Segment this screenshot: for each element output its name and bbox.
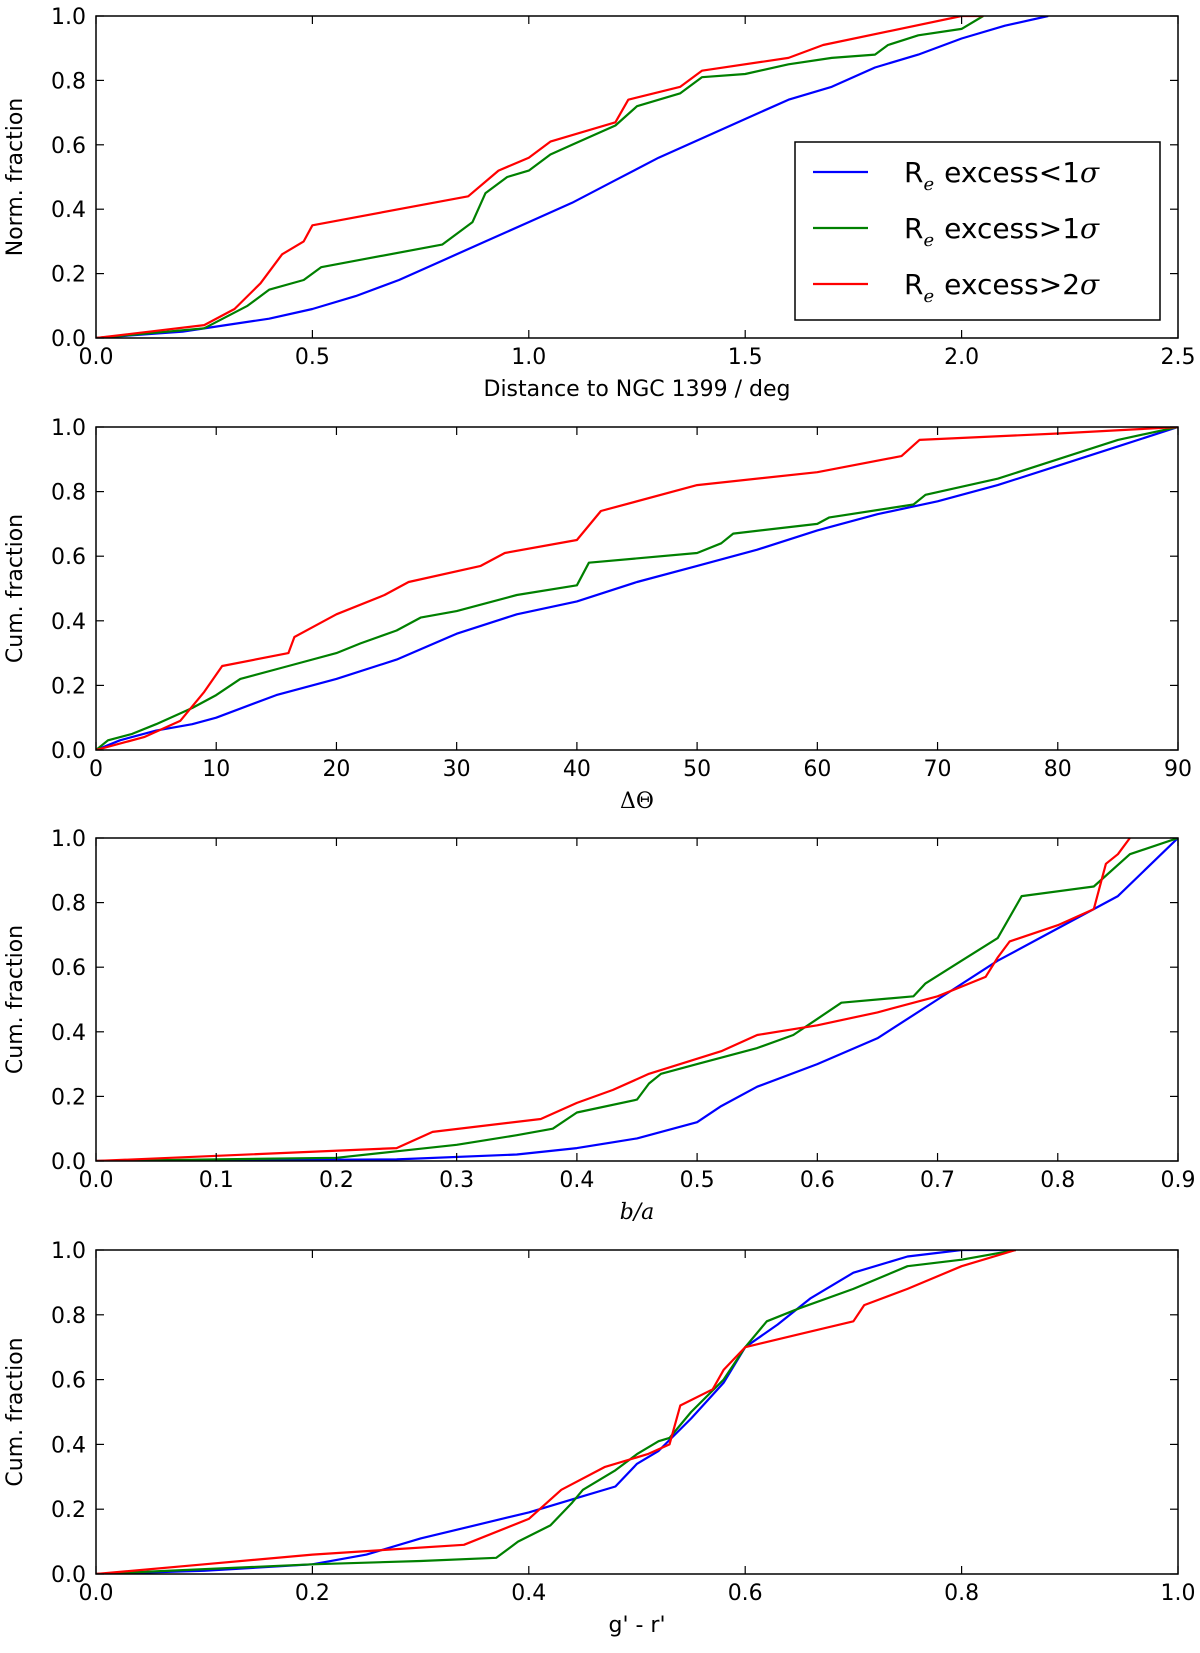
y-tick-label: 0.2 — [51, 263, 86, 288]
x-axis-label: b/a — [620, 1200, 655, 1225]
x-tick-label: 0.6 — [728, 1581, 763, 1606]
series-line-red — [96, 427, 1178, 750]
plot-frame — [95, 15, 1179, 339]
x-tick-label: 40 — [563, 757, 591, 782]
x-tick-label: 0.7 — [920, 1168, 955, 1193]
y-tick-label: 0.0 — [51, 327, 86, 352]
plot-frame — [95, 1249, 1179, 1575]
y-tick-label: 0.8 — [51, 1304, 86, 1329]
y-tick-label: 0.4 — [51, 610, 86, 635]
x-tick-label: 20 — [322, 757, 350, 782]
y-tick-label: 1.0 — [51, 5, 86, 30]
y-tick-label: 0.4 — [51, 198, 86, 223]
series-line-green — [96, 427, 1178, 750]
y-tick-label: 1.0 — [51, 1239, 86, 1264]
x-tick-label: 0.2 — [295, 1581, 330, 1606]
x-axis-label: g' - r' — [608, 1613, 665, 1638]
x-tick-label: 2.0 — [944, 345, 979, 370]
chart-panel-4: 0.0 0.2 0.4 0.6 0.8 1.0 0.0 0.2 0.4 0.6 0.8 1.0 g' -… — [3, 1239, 1196, 1638]
x-axis-label: ΔΘ — [620, 789, 654, 814]
chart-panel-3: 0.0 0.1 0.2 0.3 0.4 0.5 0.6 0.7 0.8 0.9 0.0 0.2 0.4 0… — [3, 827, 1196, 1225]
x-tick-label: 0.6 — [800, 1168, 835, 1193]
plot-frame — [95, 426, 1179, 751]
x-tick-label: 0.5 — [295, 345, 330, 370]
legend-entry-label: Re excess<1σ — [904, 156, 1100, 195]
x-tick-label: 0.1 — [199, 1168, 234, 1193]
x-tick-label: 0 — [89, 757, 103, 782]
y-tick-label: 0.6 — [51, 545, 86, 570]
y-tick-label: 1.0 — [51, 416, 86, 441]
y-axis-label: Norm. fraction — [3, 98, 28, 257]
y-tick-label: 0.8 — [51, 481, 86, 506]
x-tick-label: 0.5 — [680, 1168, 715, 1193]
x-tick-label: 60 — [803, 757, 831, 782]
x-tick-label: 1.0 — [511, 345, 546, 370]
x-tick-label: 1.5 — [728, 345, 763, 370]
series-line-red — [96, 16, 984, 338]
x-tick-label: 2.5 — [1161, 345, 1196, 370]
x-tick-label: 70 — [924, 757, 952, 782]
y-axis-label: Cum. fraction — [3, 514, 28, 663]
series-line-blue — [96, 838, 1178, 1161]
series-line-blue — [96, 1250, 1016, 1574]
series-line-red — [96, 838, 1131, 1161]
y-axis-label: Cum. fraction — [3, 1337, 28, 1486]
x-tick-label: 80 — [1044, 757, 1072, 782]
legend-entry-label: Re excess>1σ — [904, 212, 1100, 251]
chart-panel-1: 0.0 0.5 1.0 1.5 2.0 2.5 0.0 0.2 0.4 0.6 0.8 1.0 Dist… — [3, 5, 1196, 402]
x-tick-label: 50 — [683, 757, 711, 782]
x-tick-label: 0.0 — [79, 1581, 114, 1606]
legend: Re excess<1σ Re excess>1σ Re excess>2σ — [794, 141, 1161, 321]
x-tick-label: 0.8 — [944, 1581, 979, 1606]
y-axis-label: Cum. fraction — [3, 925, 28, 1074]
series-line-green — [96, 16, 984, 338]
x-tick-label: 0.4 — [559, 1168, 594, 1193]
y-tick-label: 0.4 — [51, 1021, 86, 1046]
y-tick-label: 0.4 — [51, 1433, 86, 1458]
x-tick-label: 10 — [202, 757, 230, 782]
series-line-green — [96, 838, 1178, 1161]
y-tick-label: 0.6 — [51, 1369, 86, 1394]
x-tick-label: 1.0 — [1161, 1581, 1196, 1606]
legend-entry-label: Re excess>2σ — [904, 268, 1100, 307]
series-line-green — [96, 1250, 1016, 1574]
x-axis-label: Distance to NGC 1399 / deg — [484, 377, 791, 402]
y-tick-label: 0.2 — [51, 1085, 86, 1110]
y-tick-label: 0.0 — [51, 1563, 86, 1588]
y-tick-label: 0.6 — [51, 956, 86, 981]
series-line-blue — [96, 427, 1178, 750]
x-tick-label: 0.2 — [319, 1168, 354, 1193]
y-tick-label: 0.2 — [51, 674, 86, 699]
y-tick-label: 0.0 — [51, 739, 86, 764]
y-tick-label: 0.0 — [51, 1150, 86, 1175]
x-tick-label: 0.4 — [511, 1581, 546, 1606]
x-tick-label: 0.0 — [79, 1168, 114, 1193]
x-tick-label: 0.0 — [79, 345, 114, 370]
x-tick-label: 0.3 — [439, 1168, 474, 1193]
y-tick-label: 0.8 — [51, 69, 86, 94]
series-line-blue — [96, 16, 1049, 338]
y-tick-label: 0.8 — [51, 892, 86, 917]
x-tick-label: 0.9 — [1161, 1168, 1196, 1193]
x-tick-label: 30 — [443, 757, 471, 782]
x-tick-label: 0.8 — [1040, 1168, 1075, 1193]
y-tick-label: 0.2 — [51, 1498, 86, 1523]
series-line-red — [96, 1250, 1017, 1574]
y-tick-label: 1.0 — [51, 827, 86, 852]
plot-frame — [95, 837, 1179, 1162]
x-tick-label: 90 — [1164, 757, 1192, 782]
chart-panel-2: 0 10 20 30 40 50 60 70 80 90 0.0 0.2 0.4 0.6 0.8 1.0 ΔΘ C… — [3, 416, 1192, 814]
y-tick-label: 0.6 — [51, 134, 86, 159]
